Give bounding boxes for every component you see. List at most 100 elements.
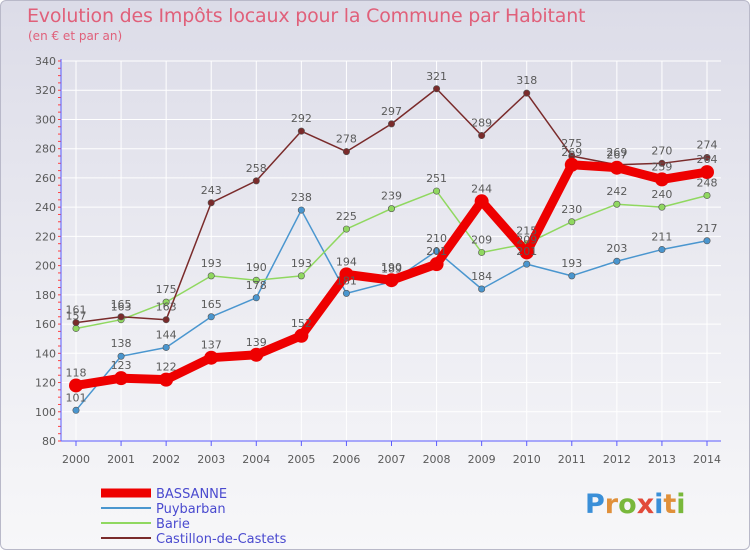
data-label: 157 bbox=[66, 309, 87, 322]
x-tick-label: 2009 bbox=[468, 453, 496, 466]
data-point bbox=[207, 272, 215, 280]
data-label: 175 bbox=[156, 283, 177, 296]
data-point bbox=[433, 187, 441, 195]
data-point bbox=[703, 237, 711, 245]
y-tick-label: 140 bbox=[35, 347, 56, 360]
data-label: 118 bbox=[66, 366, 87, 379]
data-point bbox=[162, 316, 170, 324]
data-label: 264 bbox=[697, 153, 718, 166]
data-point bbox=[433, 247, 441, 255]
y-tick-label: 320 bbox=[35, 84, 56, 97]
data-point bbox=[297, 127, 305, 135]
data-label: 193 bbox=[561, 257, 582, 270]
y-tick-label: 340 bbox=[35, 55, 56, 68]
data-point bbox=[252, 276, 260, 284]
data-label: 240 bbox=[651, 188, 672, 201]
data-point bbox=[294, 328, 309, 343]
data-point bbox=[654, 172, 669, 187]
data-point bbox=[613, 200, 621, 208]
data-label: 181 bbox=[336, 274, 357, 287]
data-label: 165 bbox=[201, 298, 222, 311]
data-point bbox=[658, 246, 666, 254]
data-label: 278 bbox=[336, 133, 357, 146]
data-label: 122 bbox=[156, 361, 177, 374]
x-tick-label: 2003 bbox=[197, 453, 225, 466]
x-tick-label: 2004 bbox=[242, 453, 270, 466]
data-point bbox=[114, 371, 129, 386]
data-label: 190 bbox=[246, 261, 267, 274]
data-point bbox=[69, 378, 83, 393]
data-label: 161 bbox=[66, 304, 87, 317]
data-point bbox=[162, 343, 170, 351]
data-label: 178 bbox=[246, 279, 267, 292]
data-point bbox=[159, 372, 174, 387]
legend-label: Castillon-de-Castets bbox=[156, 532, 287, 547]
data-label: 269 bbox=[561, 146, 582, 159]
data-point bbox=[429, 257, 444, 272]
data-point bbox=[207, 313, 215, 321]
data-point bbox=[117, 352, 125, 360]
y-tick-label: 220 bbox=[35, 230, 56, 243]
x-tick-label: 2013 bbox=[648, 453, 676, 466]
data-label: 189 bbox=[381, 263, 402, 276]
chart-subtitle: (en € et par an) bbox=[28, 29, 123, 43]
data-label: 163 bbox=[111, 301, 132, 314]
y-tick-label: 240 bbox=[35, 201, 56, 214]
data-point bbox=[162, 298, 170, 306]
data-point bbox=[658, 203, 666, 211]
data-point bbox=[613, 257, 621, 265]
data-label: 215 bbox=[516, 225, 537, 238]
x-tick-label: 2008 bbox=[423, 453, 451, 466]
data-label: 201 bbox=[516, 245, 537, 258]
data-point bbox=[342, 148, 350, 156]
proxiti-logo: Proxiti bbox=[585, 489, 686, 520]
data-label: 243 bbox=[201, 184, 222, 197]
data-label: 144 bbox=[156, 328, 177, 341]
data-point bbox=[387, 205, 395, 213]
data-label: 209 bbox=[516, 233, 537, 246]
data-point bbox=[519, 245, 534, 260]
x-tick-label: 2007 bbox=[378, 453, 406, 466]
data-point bbox=[342, 225, 350, 233]
data-point bbox=[523, 89, 531, 97]
y-tick-label: 260 bbox=[35, 172, 56, 185]
data-label: 289 bbox=[471, 117, 492, 130]
data-label: 211 bbox=[651, 231, 672, 244]
data-label: 194 bbox=[336, 255, 357, 268]
data-label: 101 bbox=[66, 391, 87, 404]
data-label: 152 bbox=[291, 317, 312, 330]
x-tick-label: 2000 bbox=[62, 453, 90, 466]
data-point bbox=[478, 132, 486, 140]
data-label: 297 bbox=[381, 105, 402, 118]
data-label: 123 bbox=[111, 359, 132, 372]
data-label: 163 bbox=[156, 301, 177, 314]
data-label: 292 bbox=[291, 112, 312, 125]
legend-label: Barie bbox=[156, 517, 190, 532]
x-tick-label: 2011 bbox=[558, 453, 586, 466]
data-label: 210 bbox=[426, 232, 447, 245]
data-point bbox=[387, 120, 395, 128]
y-tick-label: 300 bbox=[35, 113, 56, 126]
legend-label: BASSANNE bbox=[156, 487, 227, 502]
data-point bbox=[339, 267, 354, 282]
data-point bbox=[658, 159, 666, 167]
data-point bbox=[72, 406, 80, 414]
data-point bbox=[700, 165, 714, 180]
data-label: 165 bbox=[111, 298, 132, 311]
data-point bbox=[609, 160, 624, 175]
x-tick-label: 2006 bbox=[332, 453, 360, 466]
data-point bbox=[568, 272, 576, 280]
data-label: 193 bbox=[291, 257, 312, 270]
x-tick-label: 2005 bbox=[287, 453, 315, 466]
data-point bbox=[342, 289, 350, 297]
data-label: 138 bbox=[111, 337, 132, 350]
data-point bbox=[568, 218, 576, 226]
data-point bbox=[523, 260, 531, 268]
chart-title: Evolution des Impôts locaux pour la Comm… bbox=[27, 5, 586, 27]
x-tick-label: 2012 bbox=[603, 453, 631, 466]
data-label: 209 bbox=[471, 233, 492, 246]
x-tick-label: 2002 bbox=[152, 453, 180, 466]
data-label: 190 bbox=[381, 261, 402, 274]
y-tick-label: 160 bbox=[35, 318, 56, 331]
